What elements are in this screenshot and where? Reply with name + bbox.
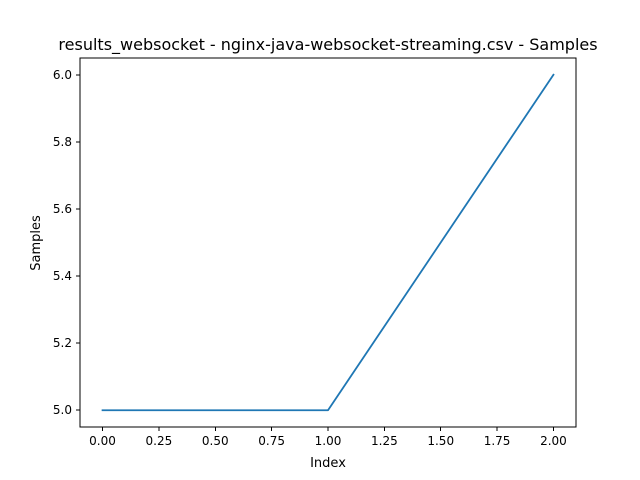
x-tick-label: 1.25 bbox=[371, 434, 398, 448]
series-line-0 bbox=[101, 73, 555, 412]
y-tick-label: 5.6 bbox=[53, 202, 72, 216]
y-tick-label: 5.0 bbox=[53, 403, 72, 417]
chart-title: results_websocket - nginx-java-websocket… bbox=[58, 35, 597, 55]
plot-area: 0.00 0.25 0.50 0.75 1.00 1.25 1.50 1.75 2.00 5.0… bbox=[53, 57, 577, 448]
x-tick-label: 0.75 bbox=[258, 434, 285, 448]
x-tick-label: 2.00 bbox=[540, 434, 567, 448]
x-axis-label: Index bbox=[310, 456, 346, 471]
series-layer bbox=[101, 73, 555, 412]
axes-frame bbox=[79, 57, 577, 428]
y-tick-label: 5.8 bbox=[53, 135, 72, 149]
x-tick-label: 1.75 bbox=[484, 434, 511, 448]
y-tick-label: 5.4 bbox=[53, 269, 72, 283]
x-axis: 0.00 0.25 0.50 0.75 1.00 1.25 1.50 1.75 2.00 bbox=[89, 427, 567, 448]
x-tick-label: 1.00 bbox=[315, 434, 342, 448]
x-tick-label: 0.25 bbox=[146, 434, 173, 448]
x-tick-label: 0.50 bbox=[202, 434, 229, 448]
y-axis-label: Samples bbox=[29, 215, 44, 271]
y-tick-label: 6.0 bbox=[53, 68, 72, 82]
y-tick-label: 5.2 bbox=[53, 336, 72, 350]
x-tick-label: 1.50 bbox=[427, 434, 454, 448]
y-axis: 5.0 5.2 5.4 5.6 5.8 6.0 bbox=[53, 68, 80, 417]
x-tick-label: 0.00 bbox=[89, 434, 116, 448]
